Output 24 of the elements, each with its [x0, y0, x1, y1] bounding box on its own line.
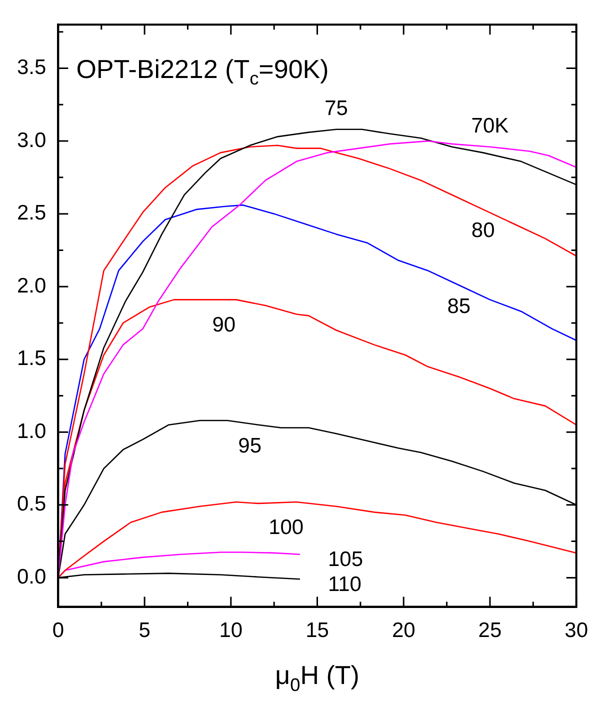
y-tick-label: 1.5 — [16, 347, 46, 370]
series-label: 110 — [328, 572, 362, 596]
series-label: 95 — [238, 434, 262, 458]
series-label: 85 — [447, 294, 471, 318]
series-label: 70K — [471, 114, 509, 138]
x-tick-label: 15 — [306, 619, 329, 642]
x-tick-label: 5 — [138, 619, 150, 642]
y-tick-label: 3.0 — [16, 128, 46, 152]
y-tick-label: 2.5 — [16, 202, 46, 225]
series-label: 75 — [324, 97, 348, 120]
y-tick-label: 3.5 — [16, 56, 46, 80]
x-tick-label: 30 — [564, 619, 588, 642]
x-tick-label: 10 — [219, 619, 243, 642]
y-tick-label: 2.0 — [16, 274, 46, 298]
series-label: 105 — [328, 548, 364, 572]
series-label: 80 — [471, 219, 495, 242]
series-label: 90 — [212, 313, 236, 336]
y-tick-label: 0.5 — [16, 492, 46, 516]
x-tick-label: 0 — [52, 619, 64, 642]
x-tick-label: 25 — [478, 619, 502, 642]
x-tick-label: 20 — [392, 619, 416, 642]
series-label: 100 — [268, 516, 304, 539]
y-tick-label: 0.0 — [16, 565, 46, 588]
y-tick-label: 1.0 — [16, 420, 46, 443]
